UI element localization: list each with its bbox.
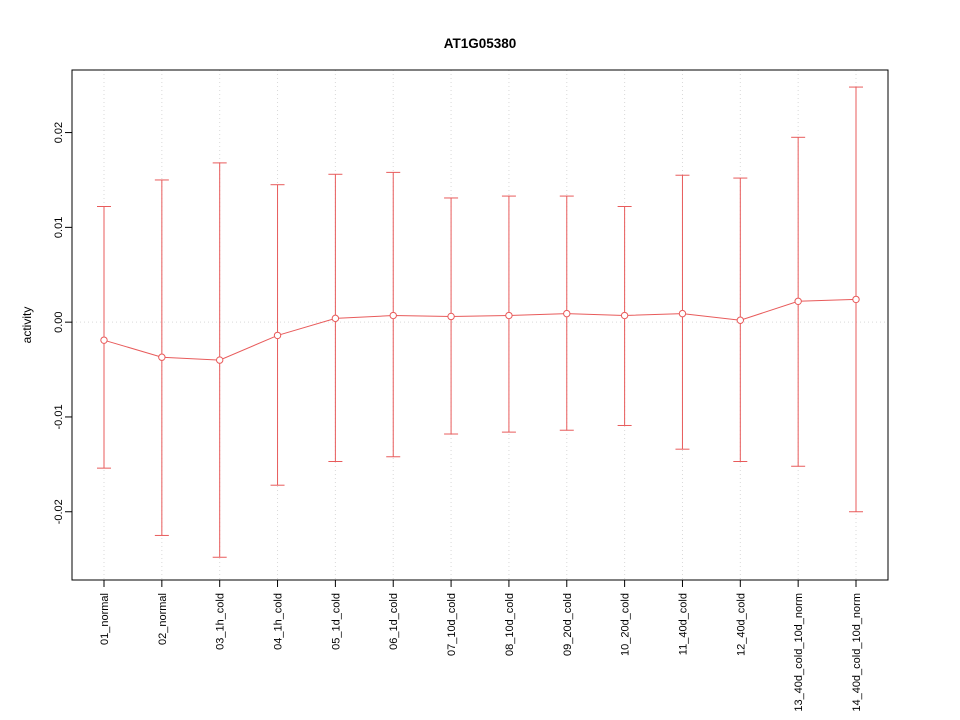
x-tick-label: 13_40d_cold_10d_norm [793,593,805,712]
x-tick-label: 12_40d_cold [735,593,747,656]
data-point [794,297,802,306]
data-point [331,314,340,323]
x-tick-label: 14_40d_cold_10d_norm [851,593,863,712]
y-tick-label: 0.01 [53,217,65,238]
data-point [852,295,860,304]
data-point [389,311,397,320]
chart-title: AT1G05380 [443,36,517,51]
y-tick-label: -0.02 [53,499,65,524]
data-point [620,311,629,320]
x-tick-label: 09_20d_cold [562,593,574,656]
x-tick-label: 08_10d_cold [504,593,516,656]
y-tick-label: 0.00 [53,311,65,332]
data-point [100,336,108,344]
y-tick-label: -0.01 [53,404,65,429]
data-point [505,311,513,320]
x-tick-label: 10_20d_cold [620,593,632,656]
data-point [736,316,745,324]
x-tick-label: 01_normal [99,593,111,645]
plot-border [71,69,889,581]
data-point [678,309,687,318]
x-tick-label: 02_normal [157,593,169,645]
x-tick-label: 07_10d_cold [446,593,458,656]
data-point [273,331,282,340]
data-point [563,309,571,318]
x-tick-label: 03_1h_cold [215,593,227,650]
y-tick-label: 0.02 [53,122,65,143]
data-point [215,356,224,364]
x-tick-label: 11_40d_cold [677,593,689,655]
x-tick-label: 05_1d_cold [330,593,342,650]
x-tick-label: 04_1h_cold [273,593,285,650]
data-point [158,353,166,361]
series-line [103,298,857,361]
x-tick-label: 06_1d_cold [388,593,400,650]
data-point [447,312,455,321]
